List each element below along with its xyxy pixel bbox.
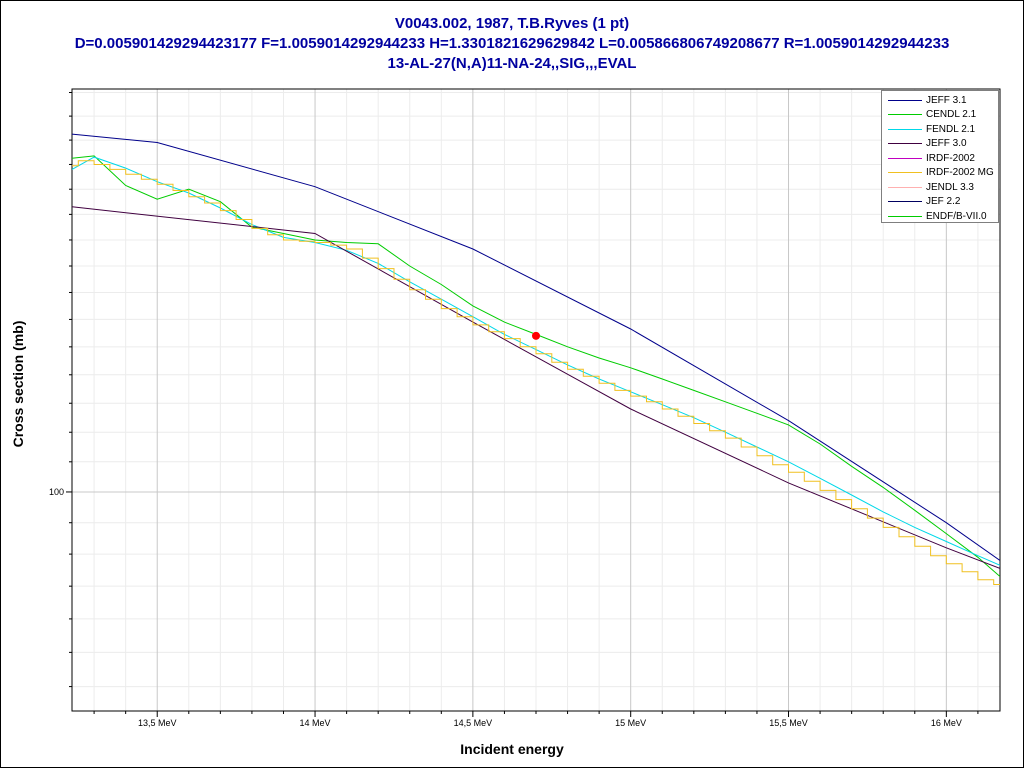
- legend-swatch: [888, 215, 922, 217]
- legend-item: FENDL 2.1: [882, 122, 998, 137]
- legend-item: CENDL 2.1: [882, 108, 998, 123]
- x-tick-label: 14,5 MeV: [454, 718, 493, 728]
- legend-label: ENDF/B-VII.0: [926, 210, 987, 222]
- series-line-jeff-3-0: [72, 206, 1000, 569]
- x-tick-label: 15,5 MeV: [769, 718, 808, 728]
- legend-label: FENDL 2.1: [926, 123, 976, 135]
- legend-label: JEFF 3.0: [926, 138, 967, 150]
- legend-swatch: [888, 157, 922, 159]
- legend-item: IRDF-2002 MG: [882, 166, 998, 181]
- legend-item: IRDF-2002: [882, 151, 998, 166]
- x-tick-label: 13,5 MeV: [138, 718, 177, 728]
- legend-label: CENDL 2.1: [926, 109, 977, 121]
- legend-swatch: [888, 114, 922, 116]
- legend-item: ENDF/B-VII.0: [882, 209, 998, 224]
- legend-label: JENDL 3.3: [926, 181, 974, 193]
- chart-title: V0043.002, 1987, T.B.Ryves (1 pt) D=0.00…: [0, 14, 1024, 74]
- legend-label: IRDF-2002: [926, 152, 975, 164]
- x-axis-title: Incident energy: [460, 741, 564, 757]
- legend-swatch: [888, 128, 922, 130]
- legend-swatch: [888, 172, 922, 174]
- title-line-3: 13-AL-27(N,A)11-NA-24,,SIG,,,EVAL: [387, 55, 637, 72]
- series-line-irdf-2002-mg: [72, 160, 1000, 585]
- x-tick-label: 16 MeV: [931, 718, 962, 728]
- legend-label: JEF 2.2: [926, 196, 961, 208]
- legend-swatch: [888, 99, 922, 101]
- legend-label: IRDF-2002 MG: [926, 167, 994, 179]
- y-axis-title: Cross section (mb): [10, 320, 26, 448]
- legend-swatch: [888, 186, 922, 188]
- legend: JEFF 3.1 CENDL 2.1 FENDL 2.1 JEFF 3.0 IRDF-2…: [881, 90, 999, 223]
- legend-swatch: [888, 201, 922, 203]
- legend-label: JEFF 3.1: [926, 94, 967, 106]
- series-group: [72, 133, 1000, 585]
- title-line-2: D=0.005901429294423177 F=1.0059014292944…: [74, 35, 950, 52]
- legend-swatch: [888, 143, 922, 145]
- experimental-data-point[interactable]: [532, 331, 540, 340]
- legend-item: JEFF 3.0: [882, 137, 998, 152]
- title-line-1: V0043.002, 1987, T.B.Ryves (1 pt): [394, 15, 630, 32]
- x-tick-label: 15 MeV: [615, 718, 646, 728]
- x-tick-label: 14 MeV: [300, 718, 331, 728]
- legend-item: JEF 2.2: [882, 195, 998, 210]
- y-tick-label: 100: [49, 487, 64, 497]
- series-line-jeff-3-1: [72, 133, 1000, 561]
- legend-item: JENDL 3.3: [882, 180, 998, 195]
- legend-item: JEFF 3.1: [882, 93, 998, 108]
